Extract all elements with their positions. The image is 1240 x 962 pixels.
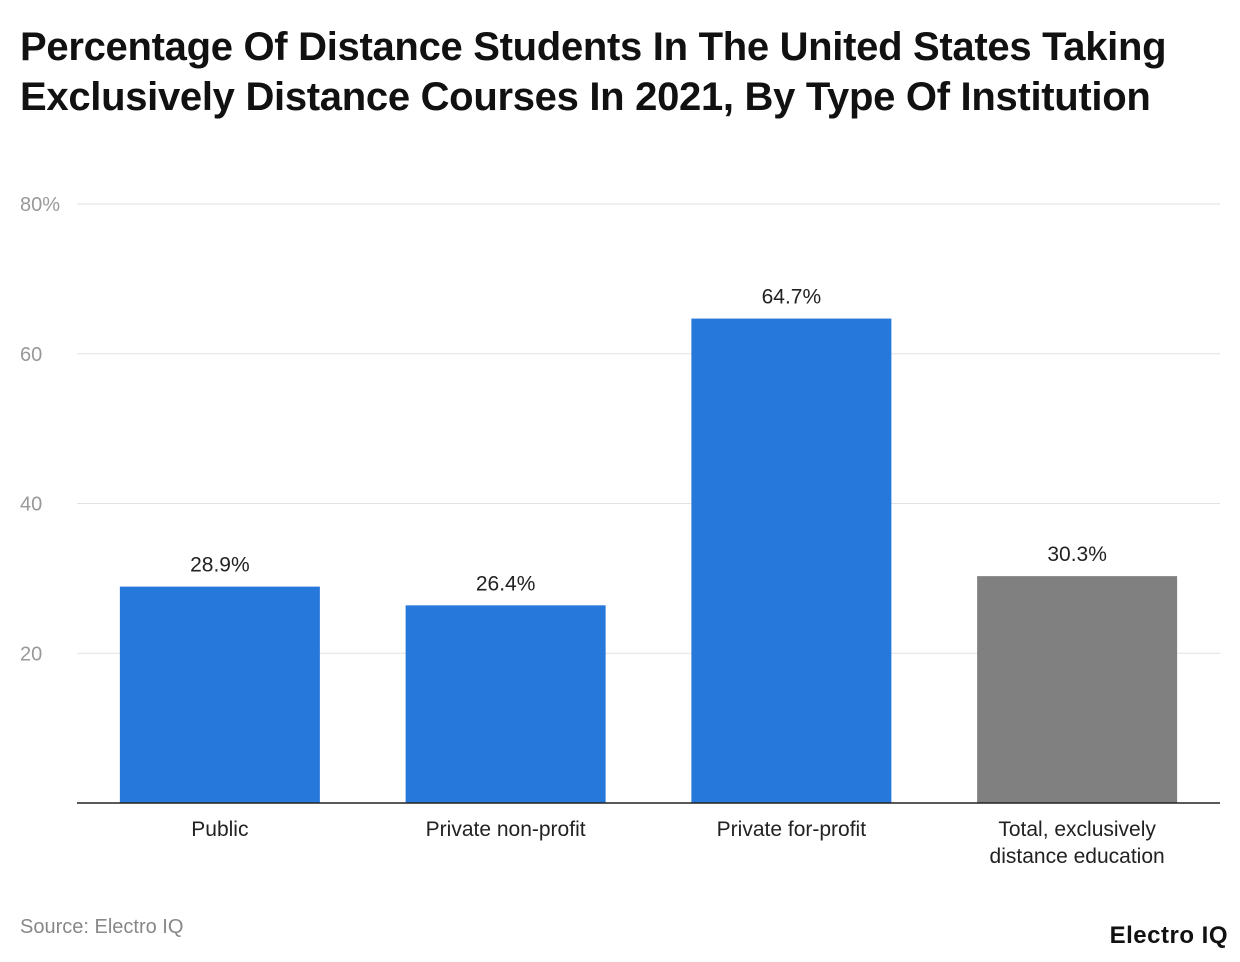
- x-tick-label: Private non-profit: [426, 818, 586, 841]
- data-label: 28.9%: [190, 554, 250, 577]
- y-tick-label: 20: [20, 643, 42, 665]
- bar-chart: 20 40 60 80% 28.9% Public 26.4% Private non-pro…: [20, 194, 1220, 868]
- x-tick-label-line: Total, exclusively: [998, 818, 1156, 841]
- bar: [977, 576, 1178, 803]
- x-tick-label-line: Private for-profit: [717, 818, 867, 841]
- bar: [405, 605, 606, 803]
- electro-iq-logo: Electro IQ: [1109, 922, 1228, 949]
- data-label: 64.7%: [762, 286, 822, 309]
- x-tick-label-line: Private non-profit: [426, 818, 586, 841]
- x-tick-label: Public: [191, 818, 248, 841]
- y-tick-label: 60: [20, 344, 42, 366]
- data-label: 26.4%: [476, 572, 536, 595]
- bar: [119, 586, 320, 803]
- x-tick-label: Total, exclusively distance education: [990, 818, 1165, 868]
- source-note: Source: Electro IQ: [20, 916, 184, 938]
- x-tick-label-line: Public: [191, 818, 248, 841]
- data-label: 30.3%: [1047, 543, 1107, 566]
- chart-title: Percentage Of Distance Students In The U…: [20, 25, 1167, 119]
- x-tick-label: Private for-profit: [717, 818, 867, 841]
- bar: [691, 318, 892, 803]
- y-tick-label: 40: [20, 494, 42, 516]
- x-tick-label-line: distance education: [990, 845, 1165, 868]
- y-tick-label: 80%: [20, 194, 60, 216]
